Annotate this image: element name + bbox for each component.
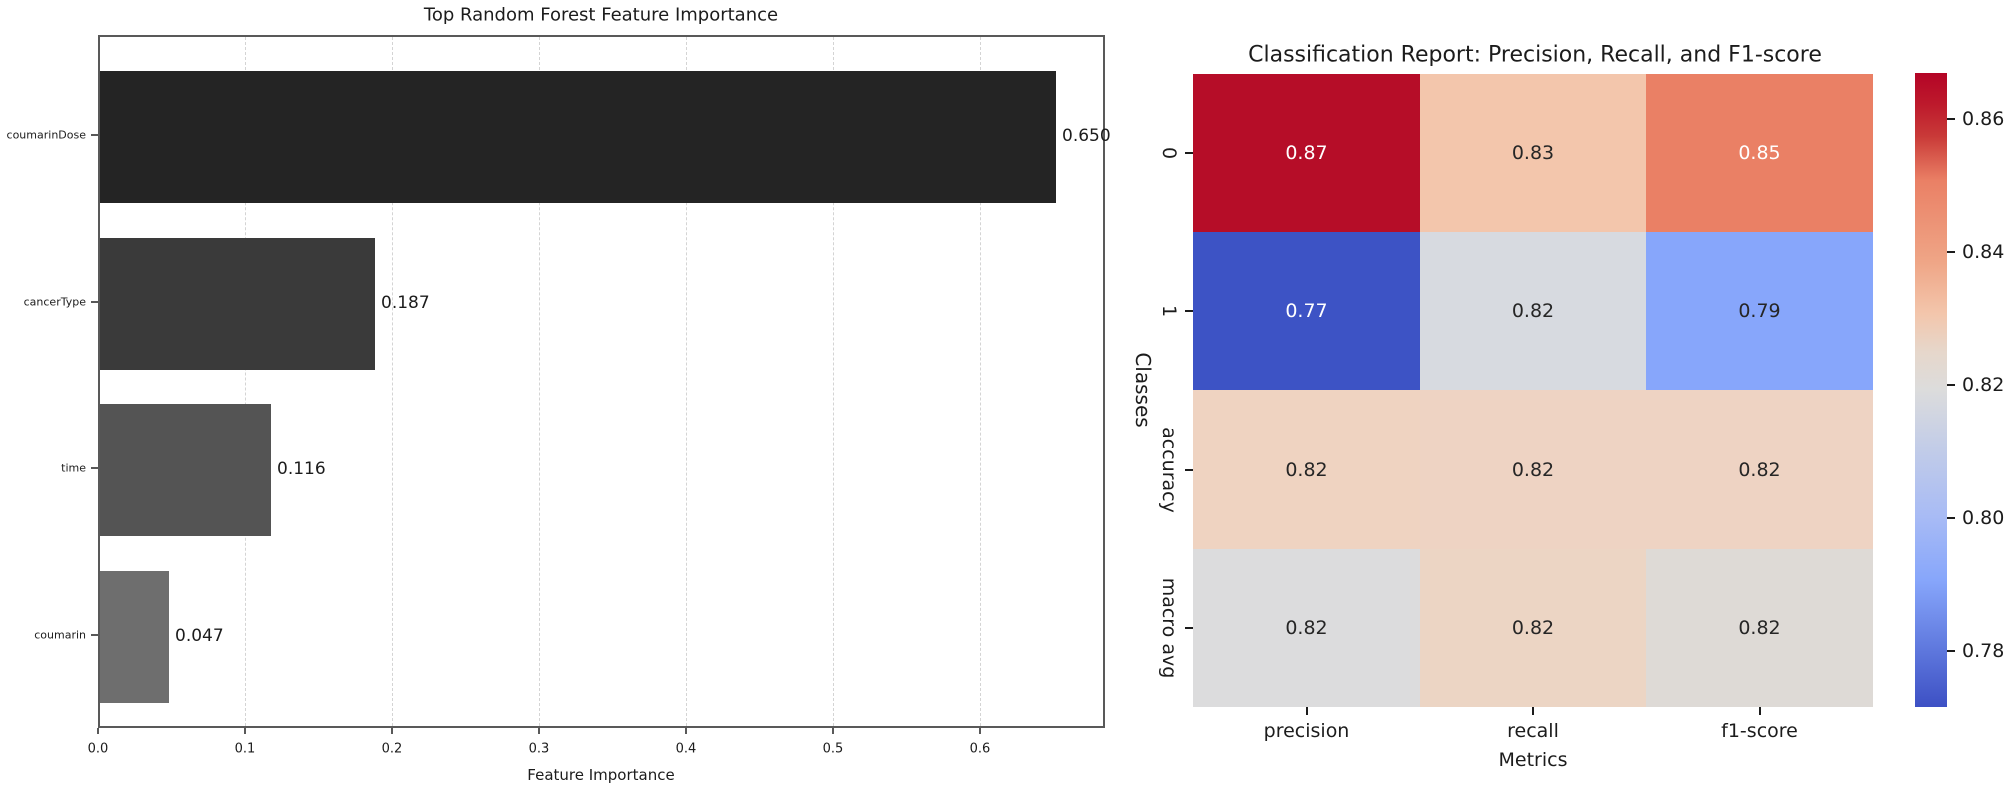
colorbar-tick-0.82 [1947, 383, 1955, 386]
bar-chart-title: Top Random Forest Feature Importance [423, 4, 779, 26]
heatmap-cell-accuracy-precision: 0.82 [1193, 390, 1420, 549]
heatmap-row-label-0: 0 [1158, 146, 1180, 160]
heatmap-col-tick-f1-score [1758, 707, 1761, 715]
y-tick-label-time: time [61, 461, 86, 475]
heatmap-cell-0-f1-score: 0.85 [1646, 74, 1873, 232]
heatmap-grid: 0.87 0.83 0.85 0.77 0.82 0.79 0.82 0.82 0.82 0.82… [1193, 74, 1873, 707]
bar-value-label-cancerType: 0.187 [381, 293, 430, 313]
heatmap-cell-macro-avg-f1-score: 0.82 [1646, 549, 1873, 707]
heatmap-ylabel: Classes [1131, 352, 1155, 428]
bar-cancerType [100, 238, 375, 370]
y-tick-label-coumarin: coumarin [34, 628, 86, 642]
heatmap-row-tick-2 [1185, 468, 1193, 471]
heatmap-col-label-recall: recall [1507, 720, 1559, 742]
heatmap-row-label-macro-avg: macro avg [1158, 577, 1180, 679]
x-tickmark-0.2 [391, 728, 393, 734]
colorbar-tick-label-0.86: 0.86 [1962, 108, 2005, 131]
heatmap-cell-macro-avg-recall: 0.82 [1420, 549, 1646, 707]
gridline-x-0.1 [245, 37, 246, 726]
heatmap-row-tick-3 [1185, 627, 1193, 629]
y-tick-label-cancerType: cancerType [23, 295, 86, 309]
gridline-x-0.2 [392, 37, 393, 726]
colorbar-tick-label-0.78: 0.78 [1962, 640, 2005, 663]
heatmap-cell-0-recall: 0.83 [1420, 74, 1646, 232]
x-tickmark-0.0 [97, 728, 99, 734]
x-tickmark-0.4 [685, 728, 687, 734]
heatmap-row-tick-0 [1185, 152, 1193, 154]
bar-coumarin [100, 571, 169, 703]
heatmap-col-tick-recall [1532, 707, 1534, 715]
colorbar-tick-label-0.80: 0.80 [1962, 507, 2005, 530]
x-tick-label-0.1: 0.1 [234, 741, 256, 757]
heatmap-col-label-f1-score: f1-score [1721, 720, 1798, 742]
heatmap-row-tick-1 [1185, 310, 1193, 312]
heatmap-col-label-precision: precision [1263, 720, 1350, 742]
heatmap-title: Classification Report: Precision, Recall… [1248, 42, 1822, 68]
x-tickmark-0.1 [244, 728, 246, 734]
heatmap-cell-macro-avg-precision: 0.82 [1193, 549, 1420, 707]
gridline-x-0.4 [686, 37, 687, 726]
bar-value-label-coumarin: 0.047 [175, 626, 224, 646]
colorbar-tick-label-0.84: 0.84 [1962, 240, 2005, 263]
heatmap-row-label-accuracy: accuracy [1158, 426, 1180, 513]
gridline-x-0.3 [539, 37, 540, 726]
colorbar-tick-label-0.82: 0.82 [1962, 373, 2005, 396]
bar-value-label-coumarinDose: 0.650 [1062, 126, 1111, 146]
y-tickmark-coumarinDose [91, 134, 98, 136]
heatmap-xlabel: Metrics [1498, 749, 1568, 771]
bar-value-label-time: 0.116 [277, 459, 326, 479]
x-tickmark-0.3 [538, 728, 540, 734]
y-tick-label-coumarinDose: coumarinDose [6, 128, 86, 142]
heatmap-cell-0-precision: 0.87 [1193, 74, 1420, 232]
heatmap-cell-1-precision: 0.77 [1193, 232, 1420, 390]
bar-time [100, 404, 271, 536]
colorbar-tick-0.80 [1947, 517, 1955, 520]
heatmap-col-tick-precision [1305, 707, 1308, 715]
bar-chart-xlabel: Feature Importance [527, 766, 675, 784]
x-tickmark-0.5 [832, 728, 834, 734]
heatmap-cell-1-f1-score: 0.79 [1646, 232, 1873, 390]
heatmap-cell-1-recall: 0.82 [1420, 232, 1646, 390]
bar-chart-axes: 0.650 0.187 0.116 0.047 [98, 35, 1111, 728]
colorbar [1915, 73, 1947, 707]
x-tickmark-0.6 [979, 728, 981, 734]
x-tick-label-0.5: 0.5 [822, 741, 844, 757]
gridline-x-0.5 [833, 37, 834, 726]
x-tick-label-0.4: 0.4 [675, 741, 697, 757]
gridline-x-0.6 [980, 37, 981, 726]
heatmap-row-label-1: 1 [1158, 304, 1180, 318]
y-tickmark-cancerType [91, 301, 98, 303]
y-tickmark-time [91, 467, 98, 469]
colorbar-tick-0.86 [1947, 118, 1955, 121]
x-tick-label-0.2: 0.2 [381, 741, 403, 757]
colorbar-tick-0.84 [1947, 250, 1955, 253]
heatmap-cell-accuracy-f1-score: 0.82 [1646, 390, 1873, 549]
heatmap-cell-accuracy-recall: 0.82 [1420, 390, 1646, 549]
colorbar-tick-0.78 [1947, 650, 1955, 653]
bar-coumarinDose [100, 71, 1056, 203]
y-tickmark-coumarin [91, 634, 98, 636]
x-tick-label-0.0: 0.0 [87, 741, 109, 757]
x-tick-label-0.6: 0.6 [969, 741, 991, 757]
x-tick-label-0.3: 0.3 [528, 741, 550, 757]
